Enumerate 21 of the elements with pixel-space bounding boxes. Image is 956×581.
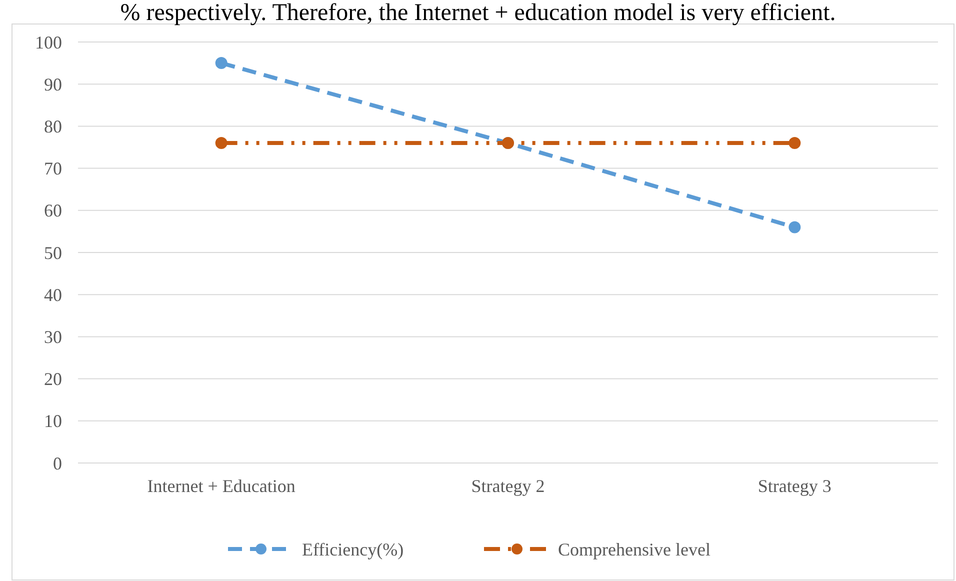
x-tick-label: Internet + Education: [147, 476, 296, 496]
y-tick-label: 0: [53, 453, 62, 474]
point: [788, 221, 801, 234]
y-tick-label: 20: [44, 369, 62, 390]
y-tick-label: 90: [44, 74, 62, 94]
x-tick-label: Strategy 3: [758, 476, 832, 496]
y-tick-label: 100: [35, 32, 62, 52]
legend-label: Comprehensive level: [558, 539, 710, 560]
y-tick-label: 70: [44, 158, 62, 179]
y-tick-label: 10: [44, 411, 62, 432]
y-tick-label: 80: [44, 116, 62, 136]
y-tick-label: 60: [44, 200, 62, 221]
point: [215, 137, 228, 150]
y-tick-label: 50: [44, 242, 62, 263]
x-tick-label: Strategy 2: [471, 476, 545, 496]
y-tick-label: 40: [44, 284, 62, 305]
y-tick-label: 30: [44, 327, 62, 347]
text: % respectively. Therefore, the Internet + education model is very efficient.: [120, 0, 836, 26]
point: [215, 57, 228, 70]
point: [788, 137, 801, 150]
legend-label: Efficiency(%): [302, 539, 404, 560]
